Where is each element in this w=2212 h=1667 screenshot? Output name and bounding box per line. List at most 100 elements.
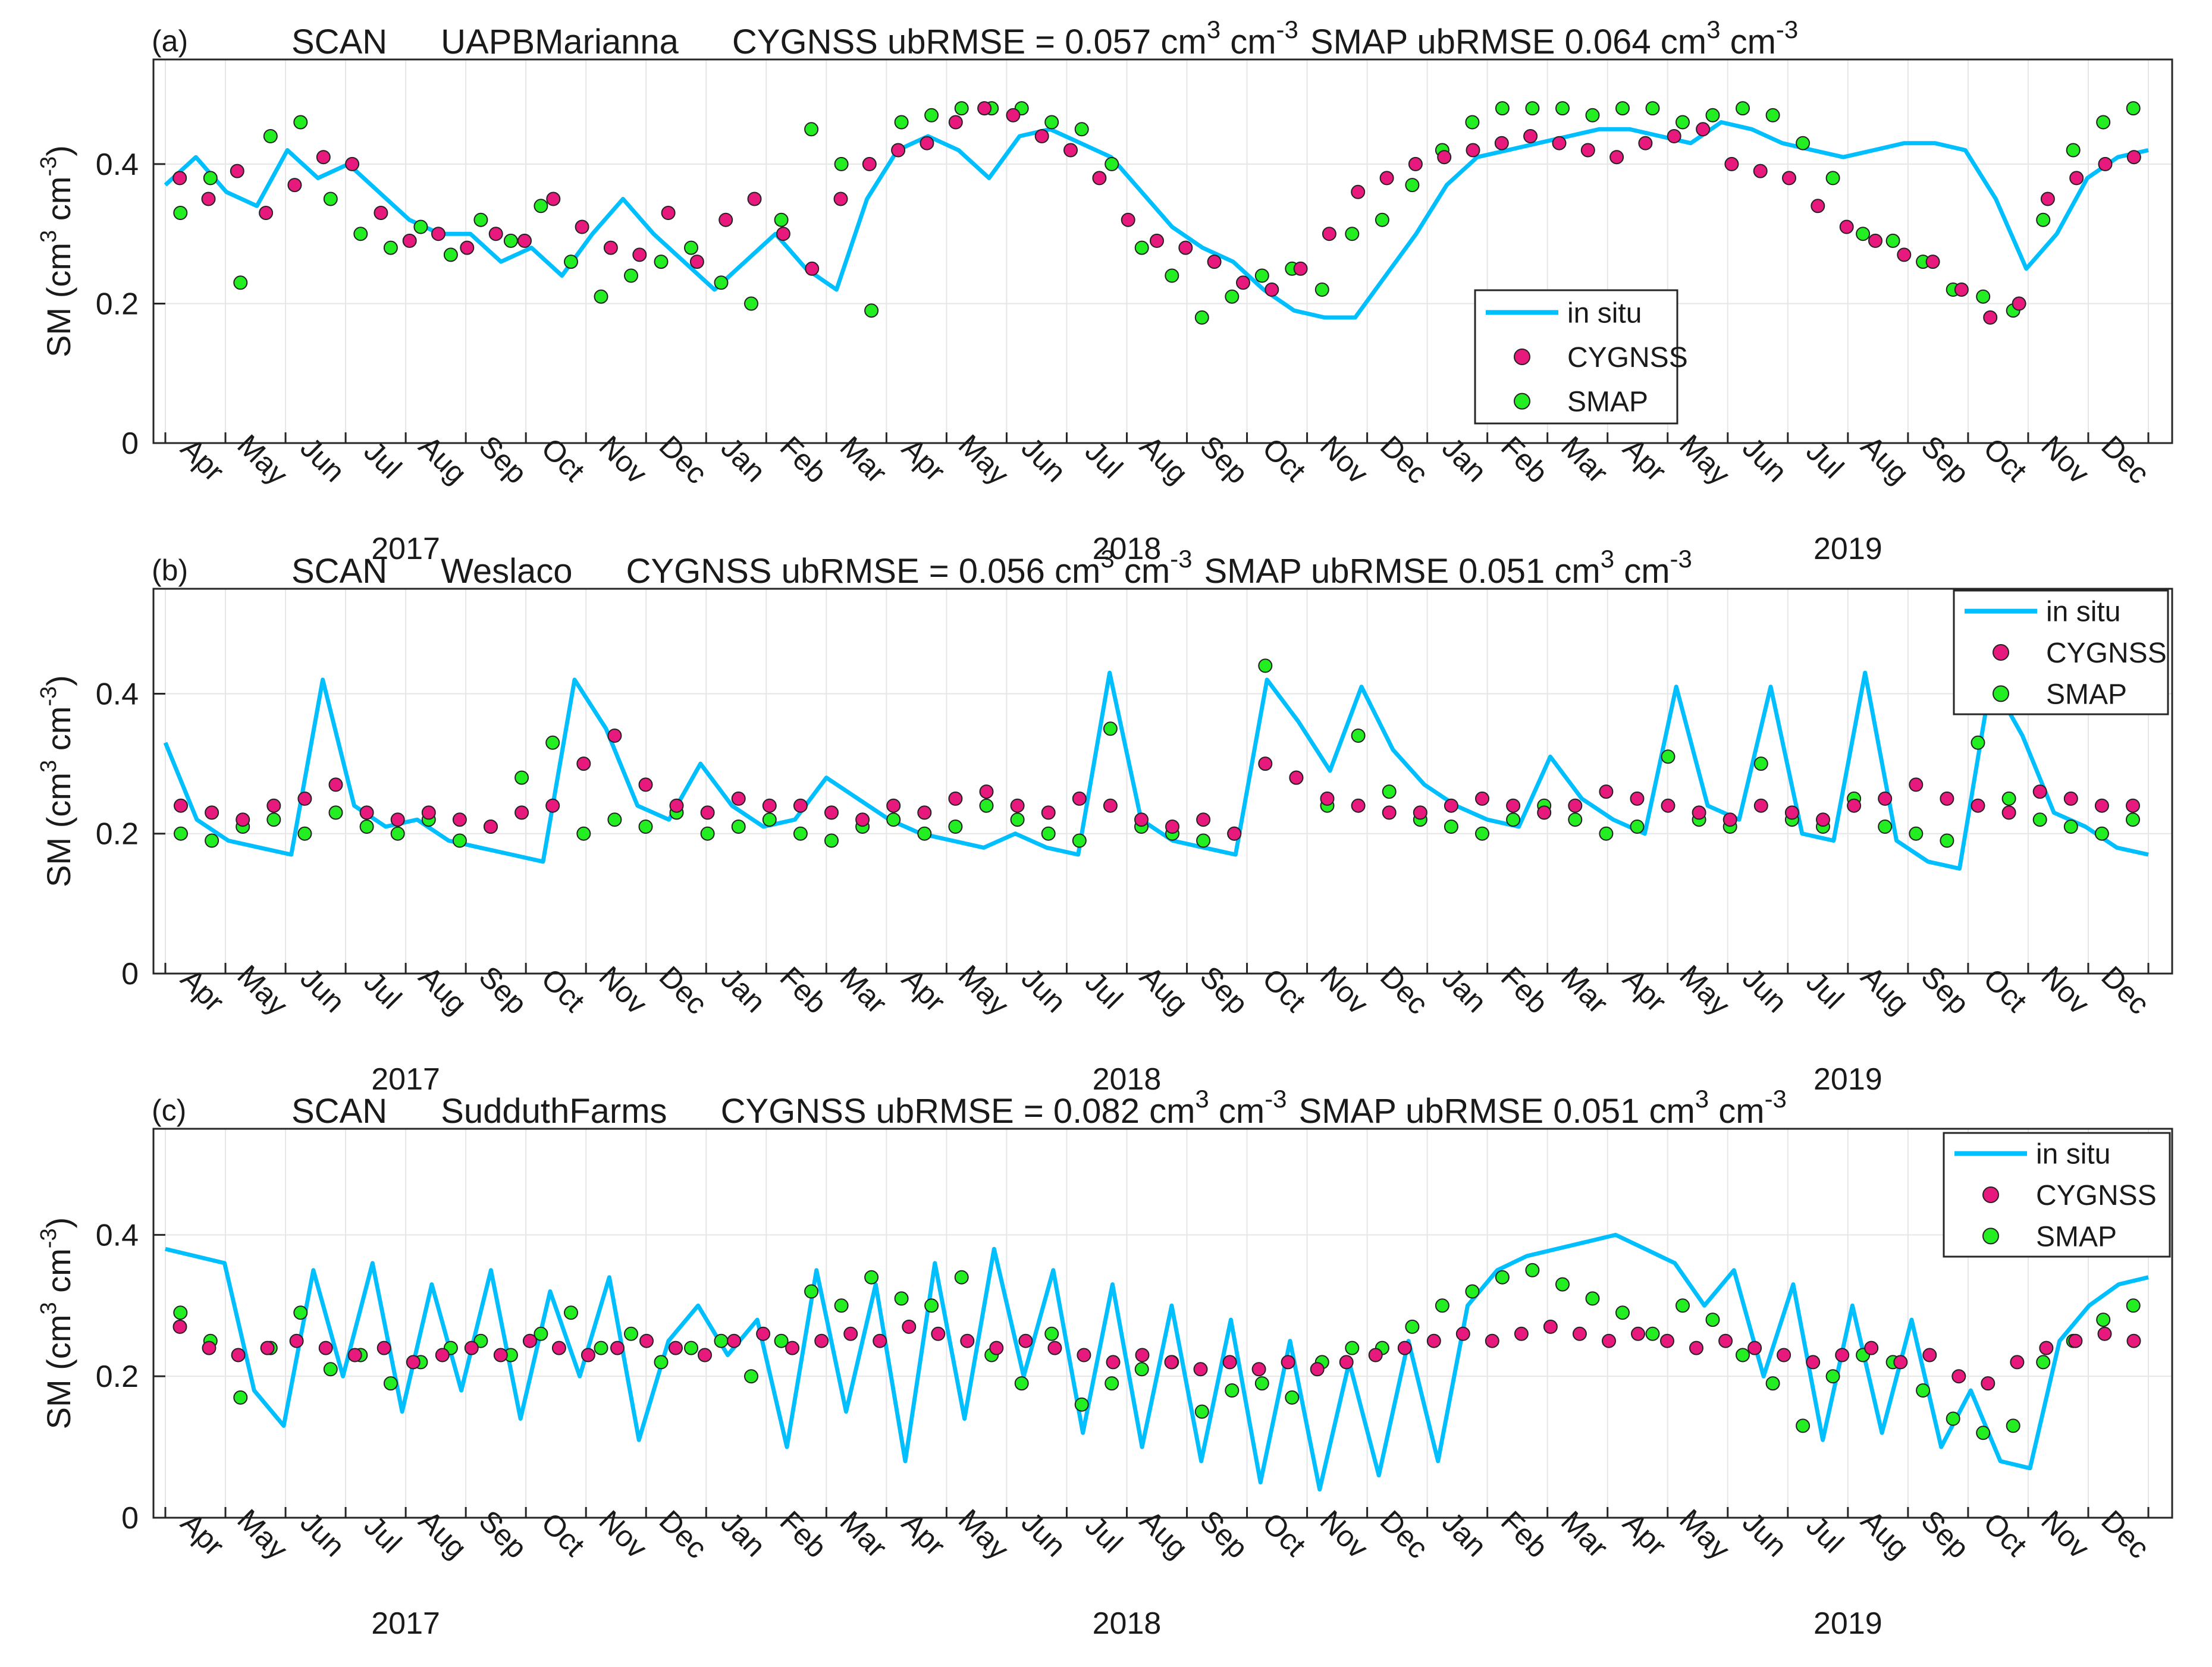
cygnss-point (1897, 247, 1912, 262)
smap-point (1705, 108, 1720, 123)
cygnss-point (1839, 219, 1854, 234)
smap-point (924, 108, 939, 123)
y-tick-label: 0.4 (96, 677, 139, 711)
cygnss-point (873, 1333, 887, 1348)
smap-point (1615, 101, 1630, 116)
cygnss-point (862, 156, 877, 171)
smap-point (173, 1305, 188, 1320)
legend-label: SMAP (2036, 1221, 2117, 1252)
smap-point (1435, 1298, 1449, 1313)
chart-title: SCAN Weslaco CYGNSS ubRMSE = 0.056 cm3 cm-… (291, 545, 1692, 591)
smap-point (1825, 171, 1840, 186)
cygnss-point (435, 1348, 450, 1363)
smap-point (1885, 233, 1900, 248)
cygnss-point (1971, 798, 1985, 813)
cygnss-point (1552, 136, 1567, 150)
cygnss-point (1661, 798, 1676, 813)
cygnss-point (575, 219, 589, 234)
cygnss-point (260, 1340, 275, 1355)
smap-point (413, 219, 428, 234)
year-label: 2018 (1093, 532, 1162, 566)
smap-point (1072, 833, 1087, 848)
smap-point (576, 826, 591, 841)
cygnss-point (1909, 777, 1924, 792)
cygnss-point (1864, 1340, 1879, 1355)
cygnss-point (1954, 282, 1969, 297)
unit-superscript: 3 (1195, 1085, 1209, 1113)
smap-point (1940, 833, 1954, 848)
smap-point (2063, 820, 2078, 834)
smap-point (804, 1284, 819, 1299)
y-tick-label: 0 (121, 1501, 139, 1536)
cygnss-point (1351, 798, 1366, 813)
unit-superscript: -3 (1265, 1085, 1287, 1113)
smap-point (1258, 658, 1273, 673)
cygnss-point (731, 791, 746, 806)
smap-point (545, 735, 560, 750)
smap-point (534, 199, 548, 214)
smap-point (1753, 756, 1768, 771)
smap-point (1916, 1383, 1931, 1398)
smap-metric-value: 0.051 cm (1553, 1092, 1695, 1131)
cygnss-point (1485, 1333, 1499, 1348)
legend-label: SMAP (2046, 679, 2127, 710)
legend-label: SMAP (1567, 387, 1648, 418)
y-tick-label: 0.2 (96, 287, 139, 321)
chart-title: SCAN SudduthFarms CYGNSS ubRMSE = 0.082 cm… (291, 1085, 1787, 1131)
smap-point (1585, 1291, 1600, 1306)
smap-point (2126, 812, 2140, 827)
cygnss-point (1494, 136, 1509, 150)
smap-point (834, 1298, 849, 1313)
smap-point (2126, 1298, 2141, 1313)
smap-point (1254, 268, 1269, 283)
legend-smap-swatch (1982, 1228, 1999, 1245)
smap-point (624, 268, 638, 283)
smap-point (1555, 101, 1570, 116)
cygnss-point (1811, 199, 1825, 214)
smap-point (714, 1333, 729, 1348)
legend-smap-swatch (1993, 685, 2009, 702)
unit-superscript: 3 (36, 1302, 61, 1314)
cygnss-point (1893, 1355, 1908, 1370)
cygnss-metric-label: CYGNSS ubRMSE = (732, 23, 1065, 61)
cygnss-point (1806, 1355, 1821, 1370)
cygnss-point (2126, 1333, 2141, 1348)
smap-point (1909, 826, 1924, 841)
legend: in situ CYGNSS SMAP (1943, 1132, 2171, 1258)
cygnss-point (1580, 143, 1595, 158)
unit-superscript: -3 (1765, 1085, 1787, 1113)
legend-smap-swatch (1514, 393, 1530, 410)
smap-point (1495, 1270, 1510, 1285)
cygnss-point (960, 1333, 975, 1348)
smap-point (534, 1326, 548, 1341)
smap-point (1194, 310, 1209, 325)
cygnss-point (1599, 784, 1614, 799)
cygnss-point (698, 1348, 712, 1363)
cygnss-point (603, 240, 618, 255)
cygnss-point (231, 1348, 246, 1363)
unit-base: cm (40, 177, 77, 230)
cygnss-point (551, 1340, 566, 1355)
smap-point (1351, 729, 1366, 743)
cygnss-point (202, 1340, 217, 1355)
smap-point (564, 255, 578, 269)
smap-point (1495, 101, 1510, 116)
cygnss-point (1251, 1362, 1266, 1377)
cygnss-point (718, 212, 733, 227)
cygnss-point (1835, 1348, 1850, 1363)
smap-point (1525, 1263, 1540, 1277)
cygnss-point (1444, 798, 1458, 813)
cygnss-point (1602, 1333, 1616, 1348)
smap-point (793, 826, 808, 841)
cygnss-point (1437, 150, 1452, 165)
legend-label: in situ (2036, 1139, 2110, 1170)
unit-base: cm (1709, 1092, 1764, 1131)
smap-point (1645, 101, 1660, 116)
y-axis-label: SM (cm3 cm-3) (36, 1217, 77, 1430)
cygnss-point (1196, 812, 1211, 827)
cygnss-point (824, 805, 839, 820)
legend: in situ CYGNSS SMAP (1953, 589, 2169, 715)
